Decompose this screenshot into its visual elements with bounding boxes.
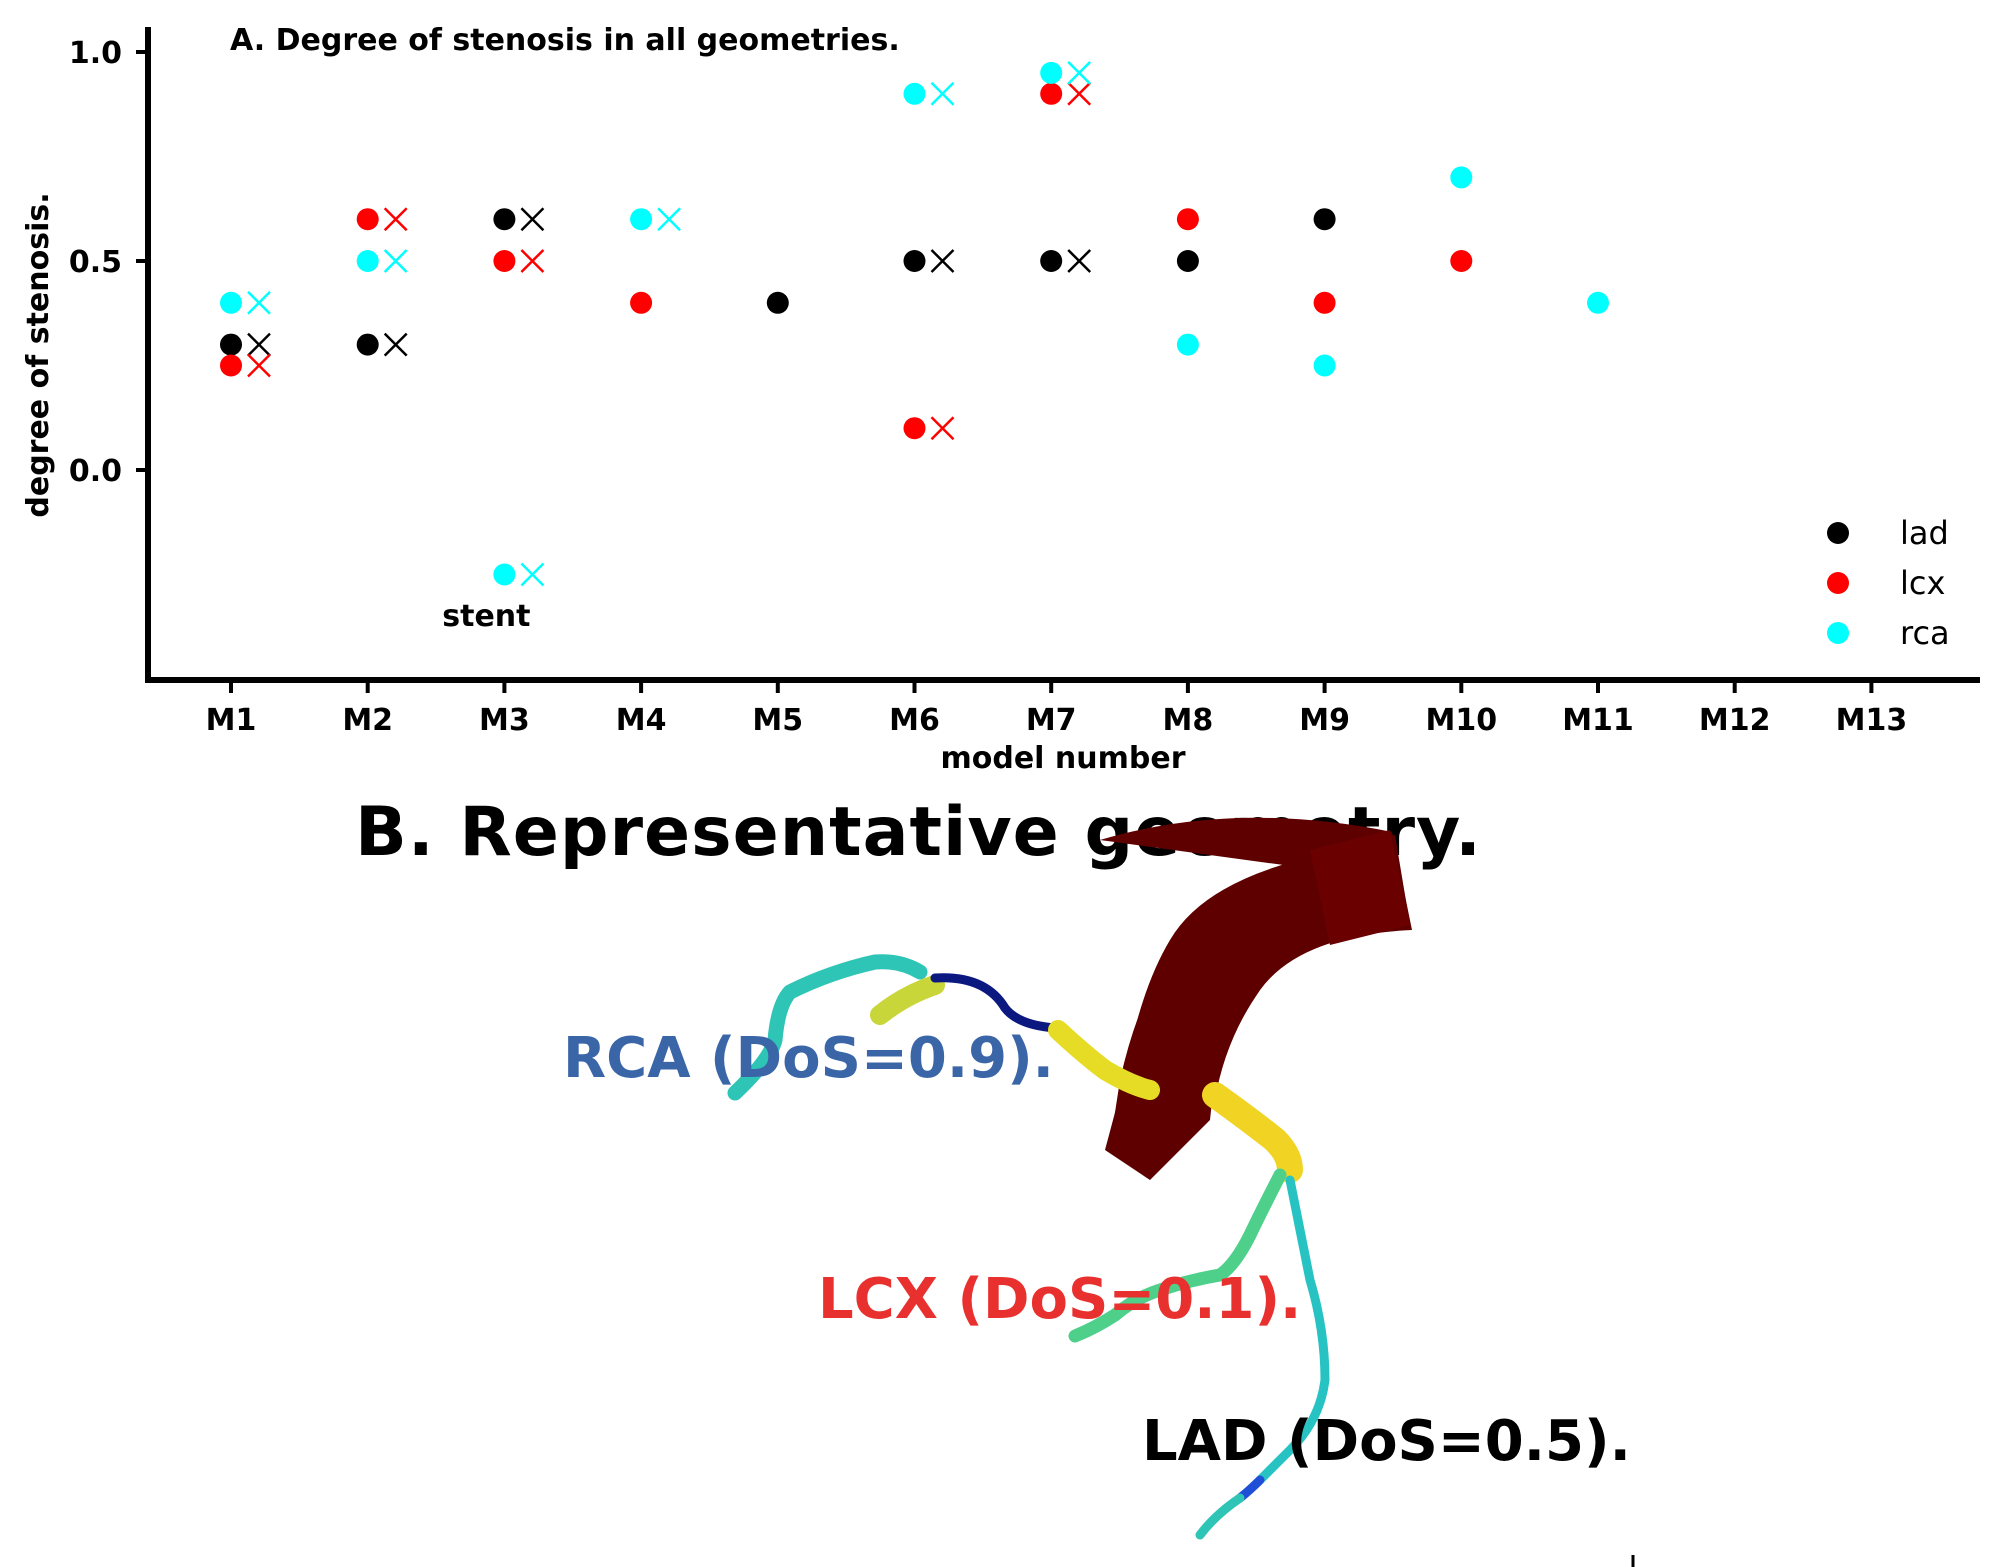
rca-label: RCA (DoS=0.9). [563, 1026, 1054, 1091]
point-rca [630, 208, 653, 231]
left-main-vessel [1202, 1082, 1303, 1183]
point-rca [220, 291, 242, 314]
cross-lad [247, 332, 271, 357]
x-tick-label: M5 [752, 703, 803, 738]
cross-lad [1067, 249, 1092, 273]
point-lad [1040, 250, 1063, 272]
chart-title: A. Degree of stenosis in all geometries. [230, 23, 900, 58]
cross-rca [657, 207, 681, 232]
point-rca [1587, 291, 1609, 314]
cross-lad [383, 332, 408, 357]
point-rca [1313, 354, 1336, 377]
x-tick-label: M7 [1026, 703, 1077, 738]
point-lad [356, 333, 379, 356]
point-lcx [356, 208, 379, 231]
cross-lcx [383, 207, 408, 232]
x-tick-label: M3 [479, 703, 530, 738]
point-lcx [630, 291, 653, 314]
lad-vessel [1195, 1175, 1330, 1540]
lad-label: LAD (DoS=0.5). [1142, 1409, 1631, 1474]
x-tick-label: M6 [889, 703, 940, 738]
point-lad [220, 333, 242, 356]
stent-annotation: stent [442, 599, 530, 634]
point-lad [1313, 208, 1336, 231]
data-marks [220, 61, 1609, 587]
x-tick-label: M11 [1562, 703, 1634, 738]
point-lad [1176, 250, 1199, 272]
legend-label-lcx: lcx [1900, 564, 1945, 602]
point-lcx [1040, 82, 1063, 105]
x-tick-label: M1 [206, 703, 257, 738]
x-axis-label: model number [940, 741, 1185, 776]
point-rca [356, 250, 379, 272]
y-tick-label: 0.0 [69, 454, 122, 489]
y-tick-label: 1.0 [69, 36, 122, 71]
lcx-label: LCX (DoS=0.1). [818, 1267, 1301, 1332]
y-ticks: 0.0 0.5 1.0 [69, 36, 148, 489]
legend-label-rca: rca [1900, 614, 1950, 652]
legend-label-lad: lad [1900, 514, 1949, 552]
cross-lad [930, 249, 955, 273]
point-rca [1176, 333, 1199, 356]
x-tick-label: M8 [1163, 703, 1214, 738]
cross-lcx [520, 249, 545, 273]
point-rca [493, 563, 516, 586]
point-lcx [1176, 208, 1199, 231]
stenosis-scatter-chart: 0.0 0.5 1.0 M1 M2 M3 M4 M5 M6 M7 M8 M9 M10 M11 M12 M13… [21, 23, 1980, 776]
point-lad [903, 250, 926, 272]
x-ticks: M1 M2 M3 M4 M5 M6 M7 M8 M9 M10 M11 M12 M13 [206, 680, 1908, 738]
cross-rca [247, 290, 271, 315]
cross-lad [520, 207, 545, 232]
legend-marker-lad [1827, 522, 1849, 544]
cross-lcx [247, 353, 271, 378]
cross-rca [1067, 61, 1092, 85]
legend-marker-rca [1827, 622, 1849, 644]
x-tick-label: M2 [342, 703, 393, 738]
cross-lcx [1067, 81, 1092, 106]
aorta-illustration [1100, 817, 1412, 1180]
point-lcx [220, 354, 242, 377]
point-lcx [903, 417, 926, 440]
x-tick-label: M12 [1699, 703, 1771, 738]
x-tick-label: M4 [616, 703, 667, 738]
y-tick-label: 0.5 [69, 245, 122, 280]
point-lcx [493, 250, 516, 272]
x-tick-label: M9 [1299, 703, 1350, 738]
point-rca [1040, 61, 1063, 84]
legend-marker-lcx [1827, 572, 1849, 594]
cross-rca [520, 562, 545, 587]
point-rca [903, 82, 926, 105]
legend: lad lcx rca [1827, 514, 1950, 652]
point-lad [493, 208, 516, 231]
point-lcx [1450, 250, 1473, 272]
x-tick-label: M10 [1425, 703, 1497, 738]
cross-rca [930, 81, 955, 106]
lcx-vessel [1068, 1168, 1287, 1343]
rca-vessel [727, 954, 1160, 1101]
point-lcx [1313, 291, 1336, 314]
point-rca [1450, 166, 1473, 189]
cross-lcx [930, 416, 955, 441]
point-lad [766, 291, 789, 314]
x-tick-label: M13 [1836, 703, 1908, 738]
cross-rca [383, 249, 408, 273]
y-axis-label: degree of stenosis. [21, 192, 56, 517]
representative-geometry-panel: B. Representative geometry. RCA (DoS=0.9… [355, 793, 1635, 1567]
